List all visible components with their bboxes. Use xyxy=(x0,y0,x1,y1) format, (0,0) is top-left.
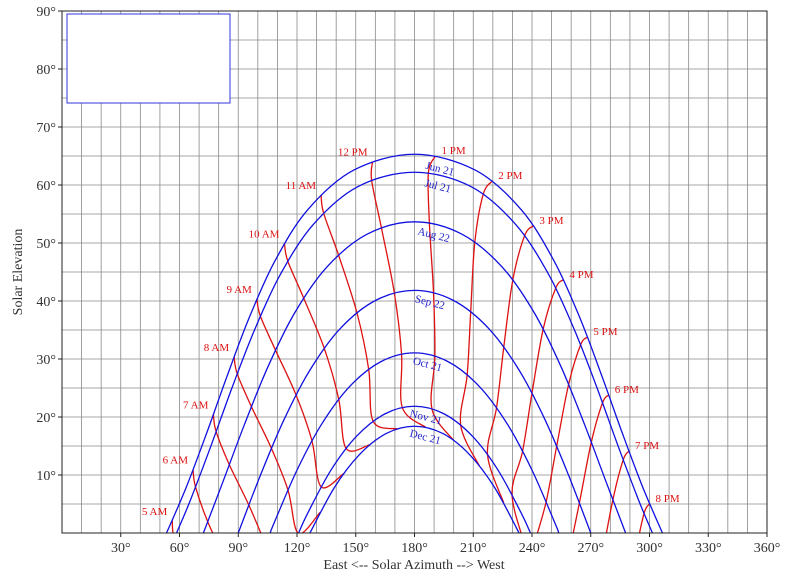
date-line xyxy=(237,289,592,533)
hour-label: 5 AM xyxy=(142,506,168,518)
hour-label: 7 AM xyxy=(183,400,209,412)
x-axis-title: East <-- Solar Azimuth --> West xyxy=(323,558,504,573)
y-axis-title: Solar Elevation xyxy=(11,229,26,316)
y-tick-label: 40° xyxy=(36,295,56,310)
x-tick-label: 90° xyxy=(228,541,248,556)
x-tick-label: 120° xyxy=(284,541,311,556)
hour-line xyxy=(536,336,588,533)
hour-label: 3 PM xyxy=(539,215,563,227)
x-tick-label: 330° xyxy=(695,541,722,556)
x-tick-label: 60° xyxy=(170,541,190,556)
y-tick-label: 50° xyxy=(36,237,56,252)
hour-label: 12 PM xyxy=(338,147,368,159)
y-tick-label: 10° xyxy=(36,469,56,484)
hour-label: 2 PM xyxy=(498,170,522,182)
date-line xyxy=(202,221,627,533)
plot-frame xyxy=(61,10,768,534)
hour-label: 8 AM xyxy=(204,342,230,354)
date-line xyxy=(269,352,560,533)
x-tick-label: 300° xyxy=(636,541,663,556)
x-tick-label: 150° xyxy=(342,541,369,556)
x-tick-label: 270° xyxy=(577,541,604,556)
y-tick-label: 70° xyxy=(36,121,56,136)
date-line xyxy=(309,425,520,533)
hour-label: 7 PM xyxy=(635,440,659,452)
x-tick-label: 240° xyxy=(519,541,546,556)
y-tick-label: 80° xyxy=(36,63,56,78)
date-line xyxy=(175,171,654,533)
info-box xyxy=(66,13,231,104)
hour-line xyxy=(171,520,174,533)
y-tick-label: 90° xyxy=(36,5,56,20)
x-tick-label: 180° xyxy=(401,541,428,556)
x-tick-label: 30° xyxy=(111,541,131,556)
hour-label: 5 PM xyxy=(593,326,617,338)
y-tick-label: 60° xyxy=(36,179,56,194)
y-tick-label: 20° xyxy=(36,411,56,426)
date-line xyxy=(165,153,664,533)
hour-label: 8 PM xyxy=(656,493,680,505)
hour-label: 9 AM xyxy=(226,284,252,296)
x-tick-label: 360° xyxy=(754,541,781,556)
hour-label: 11 AM xyxy=(286,180,317,192)
hour-label: 6 PM xyxy=(615,384,639,396)
plot-area xyxy=(165,153,664,533)
y-tick-label: 30° xyxy=(36,353,56,368)
x-tick-label: 210° xyxy=(460,541,487,556)
hour-label: 4 PM xyxy=(569,269,593,281)
hour-line xyxy=(192,469,214,533)
hour-label: 6 AM xyxy=(163,455,189,467)
hour-label: 1 PM xyxy=(441,145,465,157)
date-line xyxy=(297,405,532,533)
hour-label: 10 AM xyxy=(249,229,280,241)
